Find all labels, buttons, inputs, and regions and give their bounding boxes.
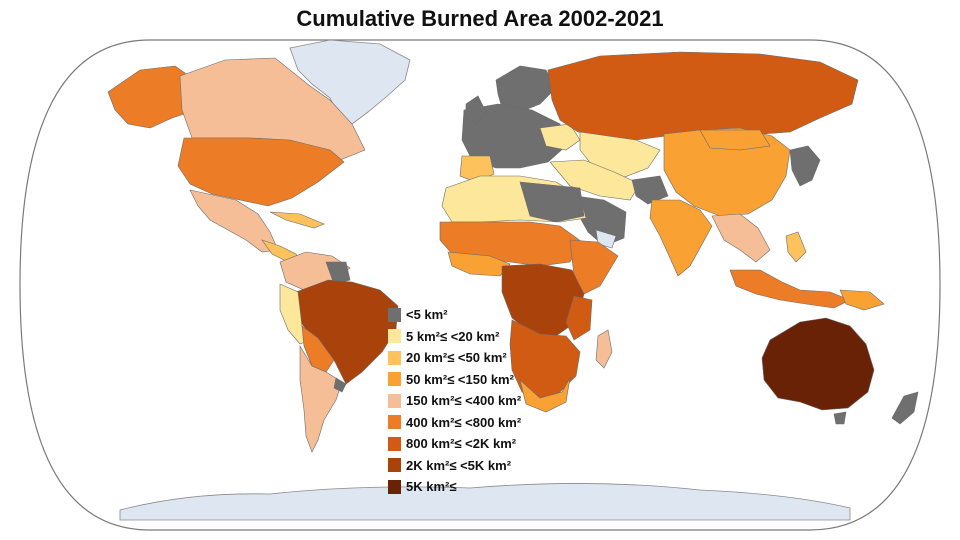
legend-label: 800 km²≤ <2K km² bbox=[406, 436, 517, 452]
brazil-region bbox=[293, 279, 399, 385]
caribbean-region bbox=[269, 211, 325, 229]
usa-region bbox=[177, 137, 345, 207]
legend-label: 400 km²≤ <800 km² bbox=[406, 414, 522, 430]
legend-swatch bbox=[388, 479, 401, 494]
legend-label: 20 km²≤ <50 km² bbox=[406, 350, 507, 366]
eastern-europe-region bbox=[539, 123, 581, 151]
legend-item: 400 km²≤ <800 km² bbox=[388, 412, 521, 434]
legend-swatch bbox=[388, 372, 401, 387]
legend-swatch bbox=[388, 393, 401, 408]
legend-swatch bbox=[388, 307, 401, 322]
antarctica-region bbox=[119, 483, 851, 521]
east-africa-region bbox=[565, 295, 593, 341]
legend-label: 5K km²≤ bbox=[406, 479, 457, 495]
mexico-region bbox=[189, 189, 279, 253]
legend-swatch bbox=[388, 436, 401, 451]
uk-region bbox=[465, 95, 487, 125]
map-title: Cumulative Burned Area 2002-2021 bbox=[296, 6, 664, 31]
central-africa-region bbox=[501, 263, 585, 337]
legend-item: 5K km²≤ bbox=[388, 476, 521, 498]
legend-item: 5 km²≤ <20 km² bbox=[388, 326, 521, 348]
uruguay-region bbox=[333, 377, 347, 393]
scandinavia-region bbox=[495, 65, 557, 113]
legend-item: 150 km²≤ <400 km² bbox=[388, 390, 521, 412]
legend-label: 50 km²≤ <150 km² bbox=[406, 371, 514, 387]
yemen-region bbox=[595, 229, 617, 249]
libya-egypt-region bbox=[519, 181, 585, 223]
legend-swatch bbox=[388, 458, 401, 473]
tasmania-region bbox=[833, 411, 847, 425]
legend-swatch bbox=[388, 415, 401, 430]
west-africa-coast-region bbox=[447, 251, 511, 277]
legend-item: <5 km² bbox=[388, 304, 521, 326]
legend-item: 800 km²≤ <2K km² bbox=[388, 433, 521, 455]
legend-swatch bbox=[388, 329, 401, 344]
india-region bbox=[649, 199, 713, 277]
western-europe-region bbox=[461, 103, 567, 169]
greenland-region bbox=[289, 39, 411, 125]
new-guinea-region bbox=[839, 289, 885, 311]
legend-label: 5 km²≤ <20 km² bbox=[406, 328, 500, 344]
indonesia-region bbox=[729, 269, 851, 309]
korea-japan-region bbox=[789, 145, 821, 187]
mongolia-region bbox=[699, 129, 771, 151]
legend-label: <5 km² bbox=[406, 307, 448, 323]
legend-item: 2K km²≤ <5K km² bbox=[388, 455, 521, 477]
australia-region bbox=[761, 317, 875, 411]
southeast-asia-region bbox=[711, 213, 771, 263]
philippines-region bbox=[785, 231, 807, 263]
legend-swatch bbox=[388, 350, 401, 365]
legend-label: 2K km²≤ <5K km² bbox=[406, 457, 512, 473]
guianas-region bbox=[325, 261, 351, 285]
legend: <5 km² 5 km²≤ <20 km² 20 km²≤ <50 km² 50 km… bbox=[388, 304, 521, 498]
southern-africa-region bbox=[509, 319, 581, 401]
legend-item: 50 km²≤ <150 km² bbox=[388, 369, 521, 391]
madagascar-region bbox=[595, 329, 613, 369]
legend-item: 20 km²≤ <50 km² bbox=[388, 347, 521, 369]
southern-cone-region bbox=[299, 344, 343, 453]
alaska-region bbox=[107, 65, 196, 129]
new-zealand-region bbox=[891, 391, 919, 425]
legend-label: 150 km²≤ <400 km² bbox=[406, 393, 522, 409]
china-region bbox=[663, 127, 791, 217]
south-africa-region bbox=[519, 377, 571, 413]
